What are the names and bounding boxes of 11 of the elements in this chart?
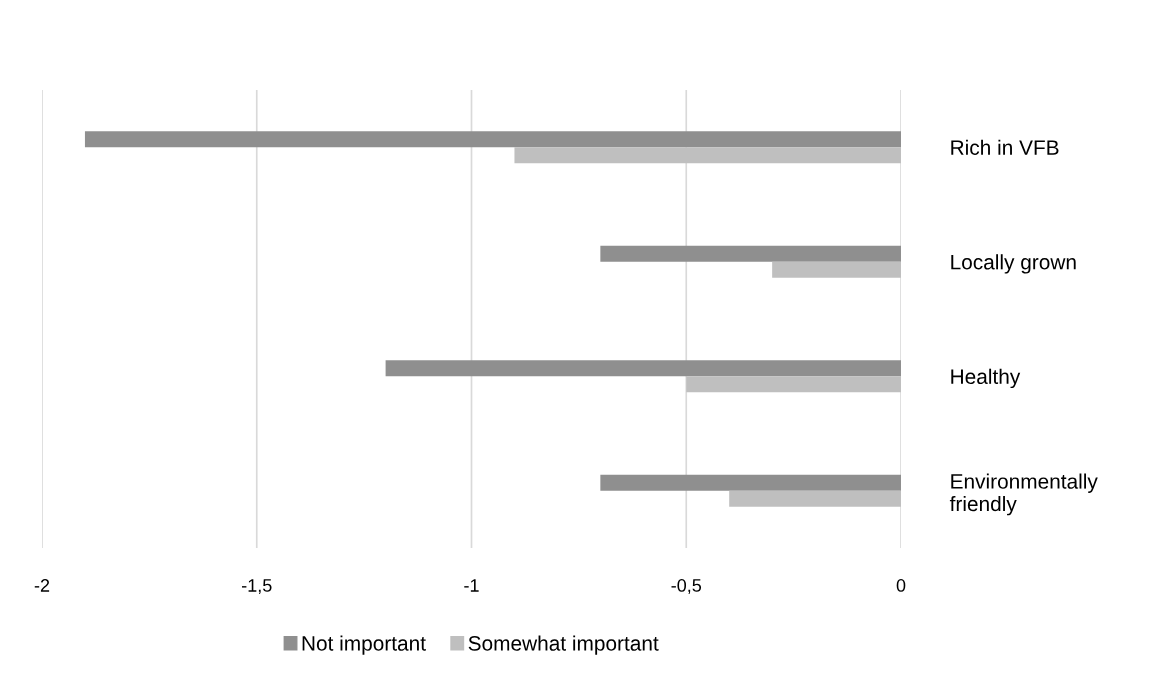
x-tick-label: -2 [34,579,50,592]
x-tick-label: 0 [896,579,906,592]
legend-label: Not important [302,635,426,655]
x-tick-label: -1,5 [242,579,272,594]
x-tick-label: -0,5 [671,579,702,594]
y-tick-label: Rich in VFB [951,139,1059,155]
y-tick-label: Locally grown [951,254,1076,274]
x-tick-label: -1 [464,579,479,592]
legend-label: Somewhat important [468,635,659,655]
y-tick-label: Healthy [951,368,1021,389]
y-tick-label: Environmentally friendly [949,473,1098,516]
